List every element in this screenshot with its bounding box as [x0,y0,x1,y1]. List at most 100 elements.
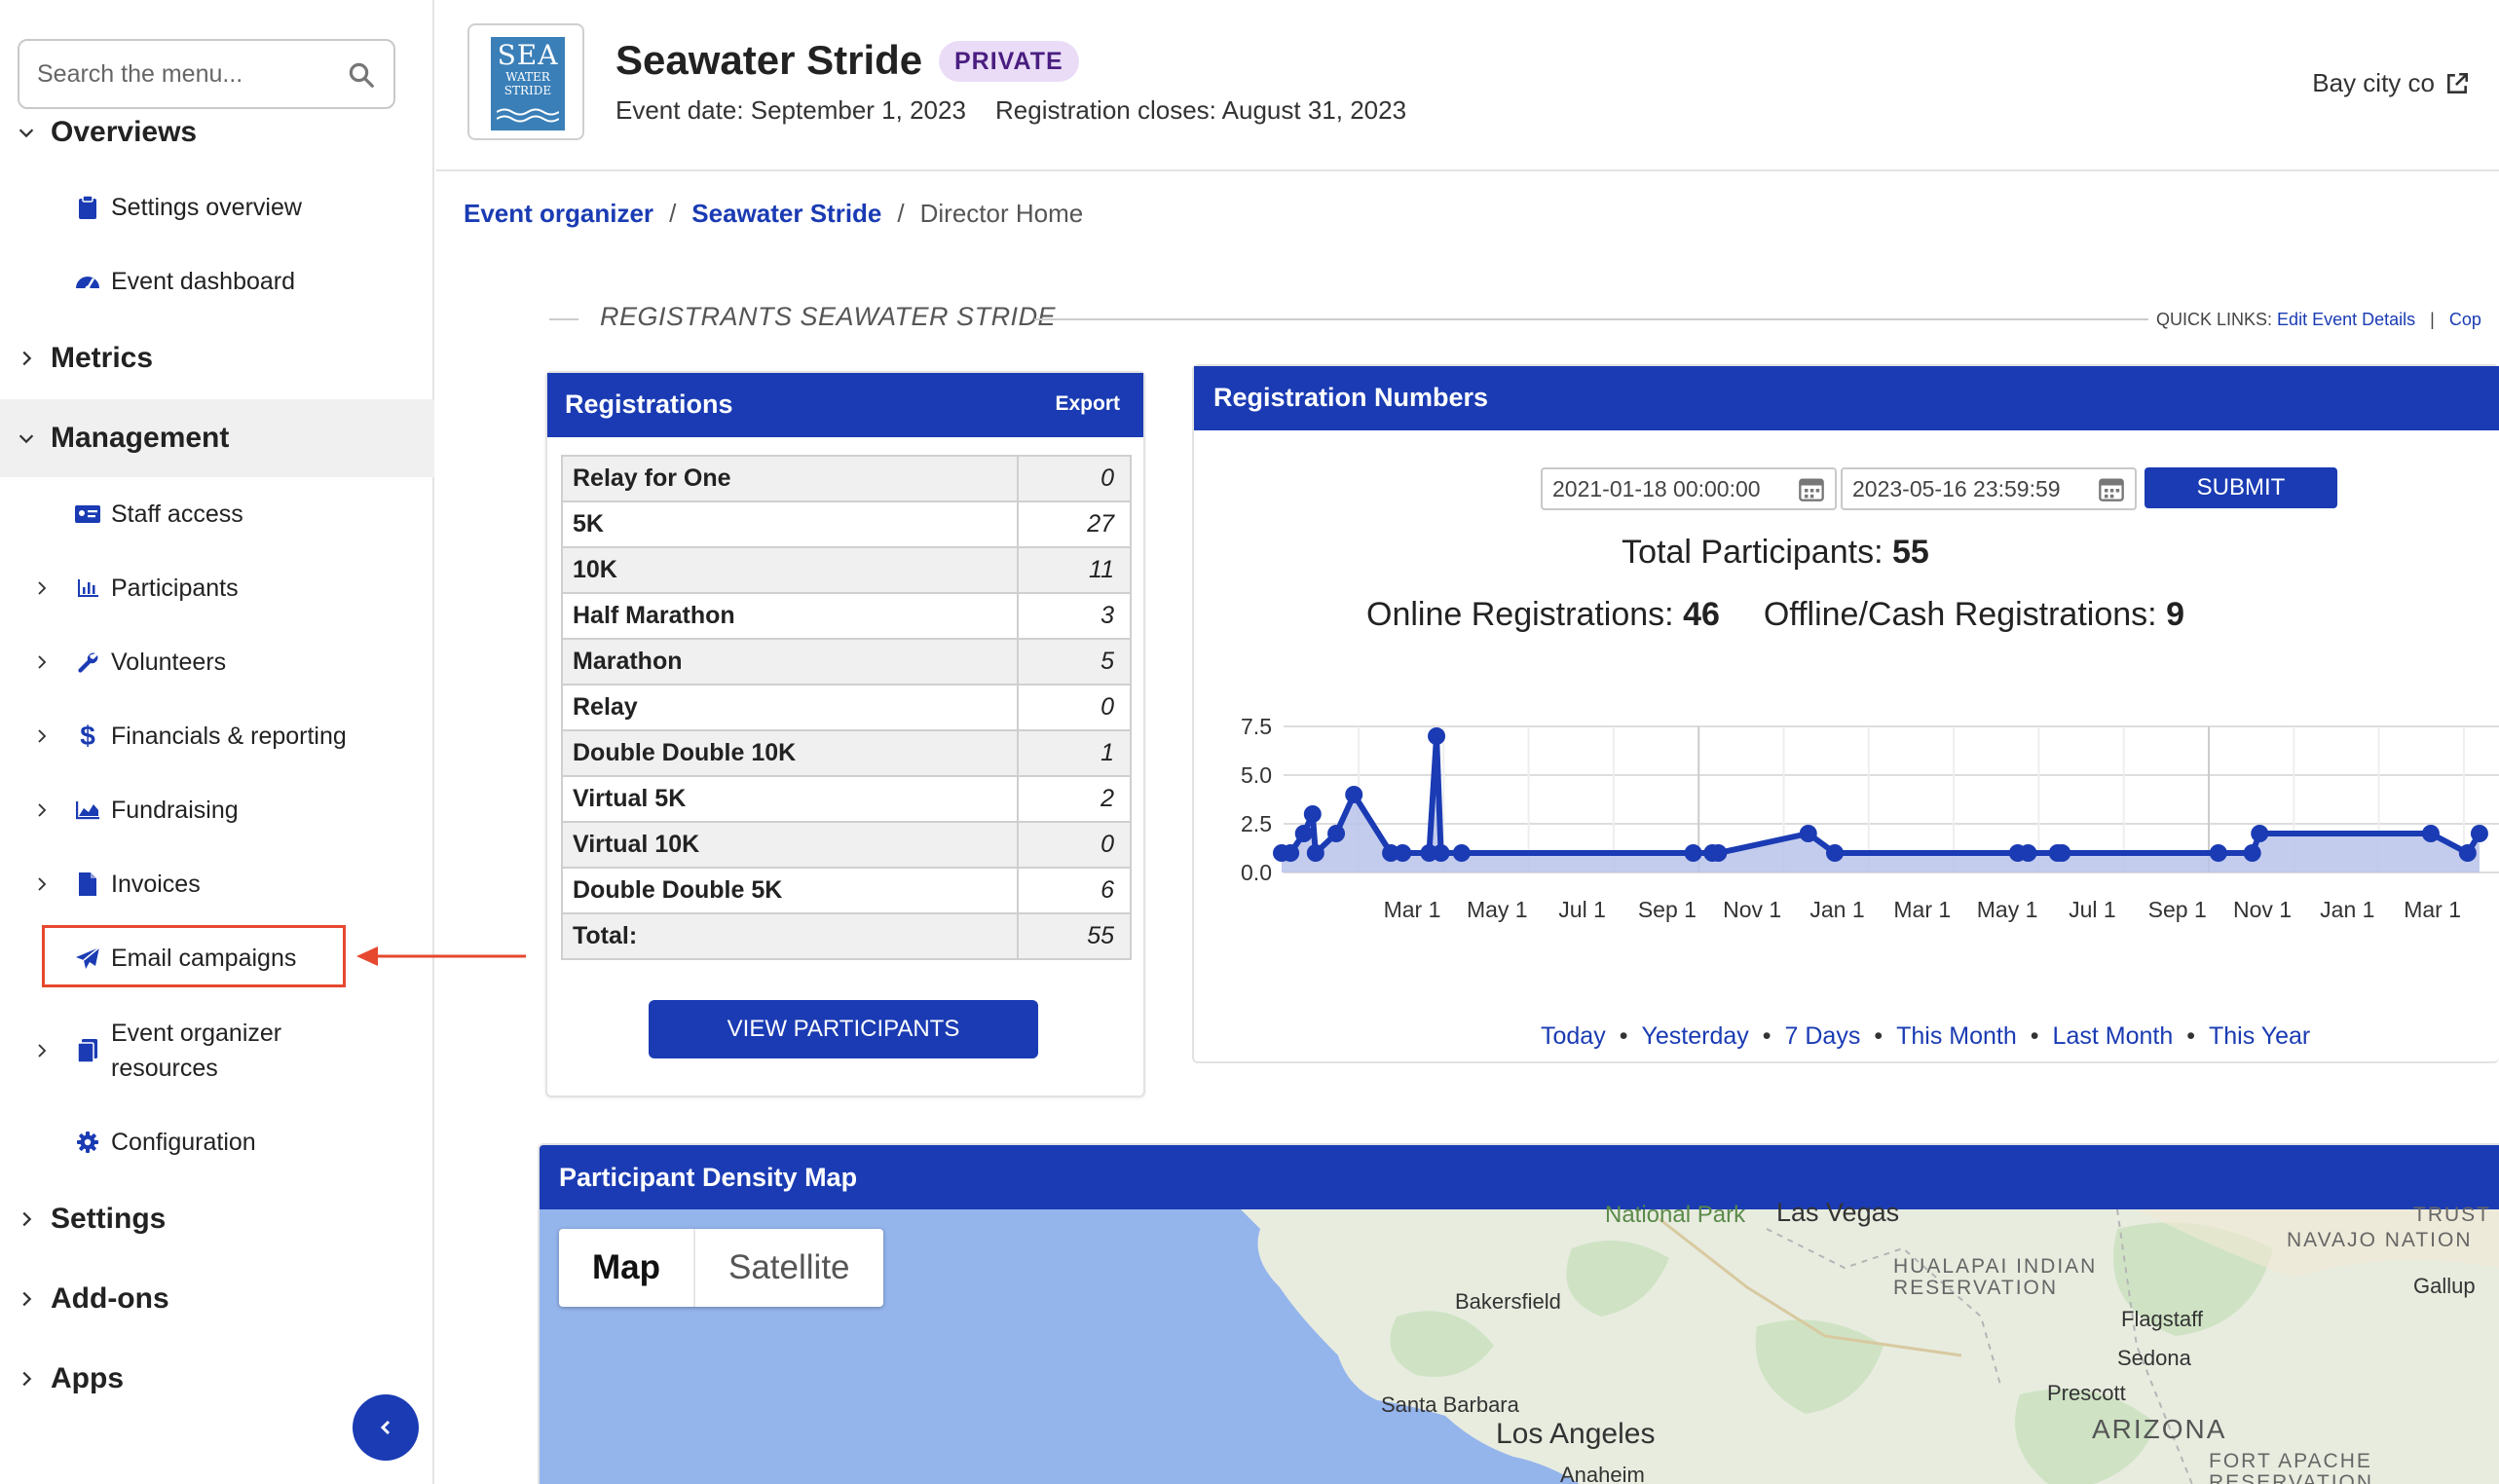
organization-link[interactable]: Bay city co [2312,68,2470,98]
range-today[interactable]: Today [1541,1022,1606,1050]
sidebar-item-configuration[interactable]: Configuration [0,1110,434,1174]
table-row: Double Double 10K 1 [561,729,1132,777]
submit-button[interactable]: SUBMIT [2145,467,2337,508]
sidebar-item-volunteers[interactable]: Volunteers [0,630,434,694]
data-point [1345,786,1363,803]
map-label: Sedona [2117,1346,2191,1370]
chevron-right-icon [22,351,32,366]
separator-dot: • [1619,1022,1628,1050]
table-row: Virtual 10K 0 [561,821,1132,869]
chevron-left-icon [380,1420,391,1435]
nav-group-settings[interactable]: Settings [0,1180,434,1258]
chevron-right-icon [22,1371,32,1387]
map-label-line: HUALAPAI INDIAN [1893,1255,2098,1278]
range-last-month[interactable]: Last Month [2052,1022,2174,1050]
table-row: Total: 55 [561,912,1132,960]
offline-label: Offline/Cash Registrations: [1763,596,2157,633]
quick-link-copy[interactable]: Cop [2448,310,2481,329]
nav-group-management[interactable]: Management [0,399,434,477]
export-button[interactable]: Export [1055,392,1120,415]
sidebar-item-financials[interactable]: $ Financials & reporting [0,704,434,768]
calendar-icon[interactable] [2098,475,2125,502]
data-point [1306,844,1324,862]
map-label-line: RESERVATION [1893,1277,2059,1299]
sidebar-item-settings-overview[interactable]: Settings overview [0,175,434,240]
card-header: Registration Numbers [1194,366,2499,430]
registration-type: 10K [561,546,1019,594]
range-this-year[interactable]: This Year [2209,1022,2311,1050]
annotation-highlight-box [42,925,346,987]
range-yesterday[interactable]: Yesterday [1641,1022,1749,1050]
registration-breakdown: Online Registrations: 46 Offline/Cash Re… [1194,596,2357,634]
x-tick-label: Nov 1 [2233,897,2292,922]
x-tick-label: Jul 1 [1558,897,1606,922]
sidebar-item-label: Participants [111,575,239,602]
card-title: Participant Density Map [559,1163,858,1192]
x-tick-label: Sep 1 [2148,897,2207,922]
sidebar-item-staff-access[interactable]: Staff access [0,482,434,546]
calendar-icon[interactable] [1798,475,1825,502]
total-label: Total Participants: [1622,534,1884,571]
card-title: Registration Numbers [1213,383,1489,412]
x-tick-label: Mar 1 [2404,897,2461,922]
external-link-icon [2447,72,2469,93]
breadcrumb-link-organizer[interactable]: Event organizer [464,199,654,228]
registration-count: 0 [1017,455,1132,502]
separator-dot: • [1874,1022,1884,1050]
range-7-days[interactable]: 7 Days [1784,1022,1861,1050]
status-badge: PRIVATE [939,41,1079,82]
map-label: Anaheim [1560,1463,1645,1484]
chevron-down-icon [19,434,34,444]
total-value: 55 [1891,534,1929,571]
nav-group-overviews[interactable]: Overviews [0,93,434,171]
separator-dot: • [1762,1022,1772,1050]
map-label: Las Vegas [1776,1198,1900,1227]
nav-group-label: Management [51,422,230,454]
data-point [1684,844,1702,862]
breadcrumb-current: Director Home [919,199,1084,228]
map-canvas[interactable]: Map Satellite National Park Las Vegas HU… [540,1198,2499,1484]
menu-search [18,39,395,109]
quick-link-edit-event[interactable]: Edit Event Details [2277,310,2416,329]
sidebar-item-label: Configuration [111,1129,256,1156]
search-icon[interactable] [347,60,376,90]
x-tick-label: Mar 1 [1384,897,1441,922]
breadcrumb-link-event[interactable]: Seawater Stride [691,199,882,228]
y-tick-label: 7.5 [1241,714,1272,739]
collapse-sidebar-button[interactable] [353,1394,419,1461]
range-this-month[interactable]: This Month [1896,1022,2017,1050]
sidebar-item-event-dashboard[interactable]: Event dashboard [0,249,434,314]
registrations-table: Relay for One 0 5K 27 10K 11 Half Marathon 3 Mar… [561,455,1132,960]
sidebar-item-invoices[interactable]: Invoices [0,852,434,916]
registration-type: Virtual 5K [561,775,1019,823]
chevron-right-icon [38,877,47,891]
bar-chart-icon [74,575,101,602]
documents-icon [74,1037,101,1064]
logo-text: SEA [497,39,559,71]
registration-type: Virtual 10K [561,821,1019,869]
online-value: 46 [1683,596,1720,633]
menu-search-input[interactable] [37,55,329,93]
sidebar-item-label: Staff access [111,501,243,528]
data-point [2209,844,2227,862]
sidebar-item-email-campaigns[interactable]: Email campaigns [0,926,434,990]
registration-count: 1 [1017,729,1132,777]
map-type-satellite-button[interactable]: Satellite [728,1248,850,1286]
registration-count: 3 [1017,592,1132,640]
map-type-map-button[interactable]: Map [559,1229,695,1307]
data-point [2470,825,2488,842]
sidebar-item-fundraising[interactable]: Fundraising [0,778,434,842]
nav-group-addons[interactable]: Add-ons [0,1260,434,1338]
nav-group-metrics[interactable]: Metrics [0,319,434,397]
sidebar-item-organizer-resources[interactable]: Event organizer resources [0,1015,434,1087]
nav-group-apps[interactable]: Apps [0,1340,434,1418]
view-participants-button[interactable]: VIEW PARTICIPANTS [649,1000,1038,1058]
sidebar-item-label-line2: resources [111,1055,218,1082]
data-point [1709,844,1728,862]
sidebar-item-label: Fundraising [111,797,239,824]
document-icon [74,871,101,898]
data-point [1799,825,1817,842]
end-date-input[interactable] [1841,467,2137,510]
sidebar-item-participants[interactable]: Participants [0,556,434,620]
start-date-input[interactable] [1541,467,1837,510]
